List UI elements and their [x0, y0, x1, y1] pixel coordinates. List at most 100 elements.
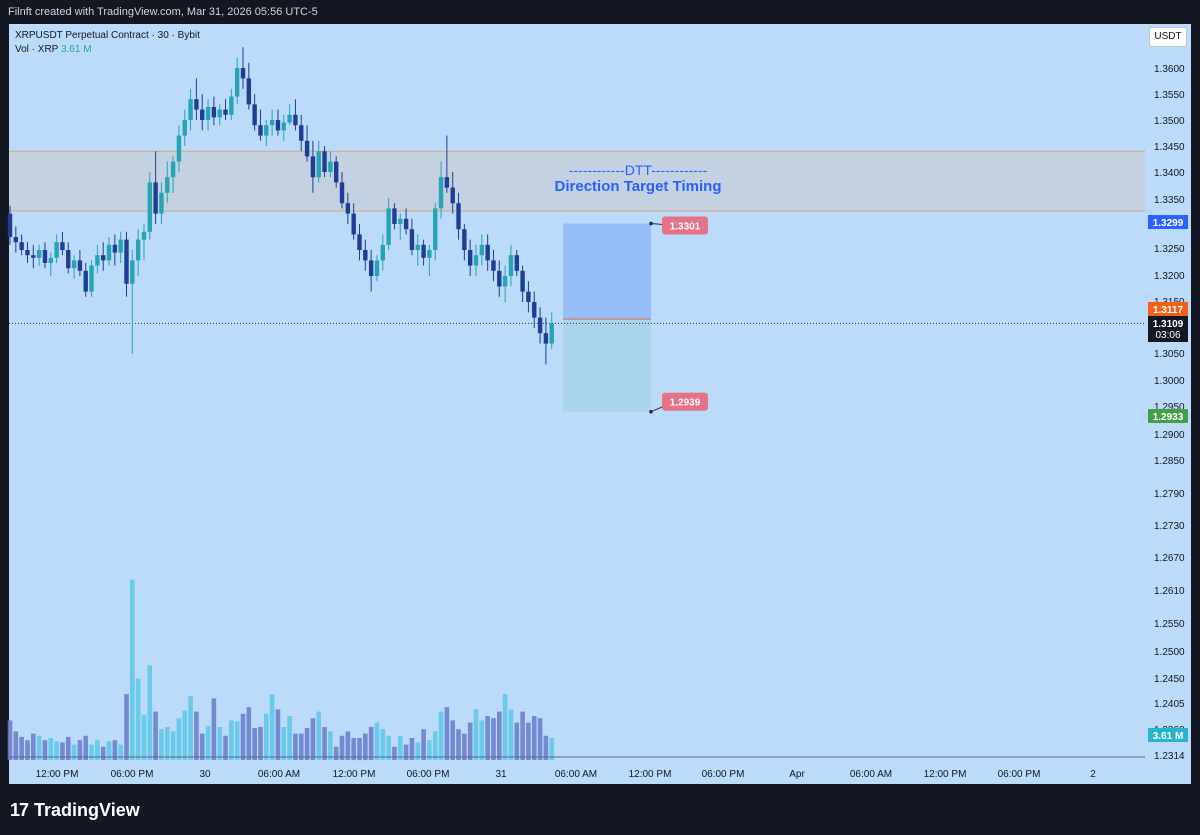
x-tick-label: 06:00 AM: [850, 769, 892, 780]
volume-bar: [415, 742, 421, 760]
volume-bar: [159, 729, 164, 760]
candle-body: [485, 244, 490, 261]
candle-body: [229, 96, 234, 115]
currency-button[interactable]: USDT: [1149, 27, 1187, 47]
candle-body: [200, 109, 205, 120]
volume-bar: [77, 740, 83, 760]
volume-bar: [456, 729, 461, 760]
dtt-zone: [9, 151, 1145, 211]
volume-bar: [112, 740, 118, 760]
x-tick-label: 06:00 PM: [407, 769, 450, 780]
volume-bar: [25, 740, 30, 760]
price-axis[interactable]: [1145, 24, 1191, 784]
candle-body: [334, 161, 339, 183]
volume-bar: [526, 722, 531, 760]
candle-body: [532, 302, 537, 318]
volume-bar: [264, 713, 269, 760]
candle-body: [403, 218, 409, 230]
volume-bar: [310, 718, 316, 760]
y-tick-label: 1.3450: [1154, 142, 1185, 153]
candle-body: [299, 125, 304, 141]
current-price-box: [1148, 316, 1188, 342]
brand-name: TradingView: [34, 800, 140, 820]
candle-body: [409, 229, 415, 250]
candle-body: [188, 99, 193, 120]
y-tick-label: 1.2950: [1154, 402, 1185, 413]
candle-body: [54, 242, 59, 258]
volume-bar: [491, 718, 496, 760]
volume-bar: [520, 711, 525, 760]
volume-bar: [246, 707, 252, 760]
volume-bar: [36, 735, 42, 760]
volume-bar: [363, 733, 368, 760]
candlestick-chart[interactable]: ------------DTT------------Direction Tar…: [0, 0, 1200, 785]
candle-body: [479, 244, 485, 256]
volume-bar: [409, 738, 415, 760]
volume-legend-value: 3.61 M: [60, 44, 92, 55]
volume-legend: Vol · XRP 3.61 M: [15, 43, 200, 57]
candle-body: [246, 78, 252, 105]
y-tick-label: 1.2730: [1154, 521, 1185, 532]
volume-bar: [100, 746, 106, 760]
target-label-box: [662, 216, 708, 235]
candle-body: [141, 231, 147, 240]
candle-body: [392, 208, 397, 224]
lower-price-label-box: [1148, 409, 1188, 423]
volume-bar: [345, 731, 351, 760]
volume-bar: [397, 735, 403, 760]
header-bar: Filnft created with TradingView.com, Mar…: [0, 0, 1200, 24]
candle-body: [106, 244, 112, 261]
candle-body: [60, 242, 65, 250]
candle-body: [153, 182, 158, 214]
x-tick-label: 12:00 PM: [36, 769, 79, 780]
candle-body: [269, 120, 275, 126]
candle-body: [252, 104, 257, 126]
volume-bar: [95, 740, 100, 760]
y-tick-label: 1.2900: [1154, 430, 1185, 441]
y-tick-label: 1.2550: [1154, 619, 1185, 630]
candle-body: [322, 151, 327, 172]
header-text: Filnft created with TradingView.com, Mar…: [8, 6, 318, 18]
candle-body: [549, 323, 554, 344]
volume-axis-label-box: [1148, 728, 1188, 742]
volume-bar: [444, 707, 450, 760]
candle-body: [543, 333, 549, 344]
volume-bar: [549, 738, 555, 760]
candle-body: [217, 109, 222, 118]
volume-bar: [508, 709, 514, 760]
stop-label: 1.2939: [670, 398, 701, 409]
y-tick-label: 1.3550: [1154, 90, 1185, 101]
volume-bar: [65, 736, 71, 760]
candle-body: [473, 255, 479, 266]
candle-body: [328, 161, 333, 172]
candle-body: [258, 125, 263, 136]
candle-body: [520, 270, 525, 292]
volume-bar: [135, 678, 141, 760]
candle-body: [357, 234, 362, 250]
candle-body: [537, 317, 543, 334]
candle-body: [427, 250, 432, 258]
candle-body: [351, 213, 356, 235]
candle-body: [118, 239, 123, 253]
y-tick-label: 1.3350: [1154, 195, 1185, 206]
volume-bar: [351, 738, 356, 760]
volume-bar: [89, 744, 94, 760]
volume-bar: [211, 698, 217, 760]
volume-bar: [537, 718, 543, 760]
candle-body: [13, 237, 19, 243]
candle-body: [310, 156, 316, 178]
volume-bar: [194, 711, 199, 760]
volume-bar: [322, 727, 327, 760]
volume-bar: [118, 744, 123, 760]
volume-bar: [374, 722, 380, 760]
candle-body: [456, 203, 461, 230]
candle-body: [135, 239, 141, 261]
x-tick-label: 06:00 AM: [555, 769, 597, 780]
volume-bar: [432, 731, 438, 760]
candle-body: [170, 161, 176, 178]
volume-bar: [298, 733, 304, 760]
candle-body: [293, 114, 298, 126]
volume-bar: [182, 710, 188, 760]
candle-body: [380, 244, 385, 261]
candle-body: [467, 250, 473, 266]
